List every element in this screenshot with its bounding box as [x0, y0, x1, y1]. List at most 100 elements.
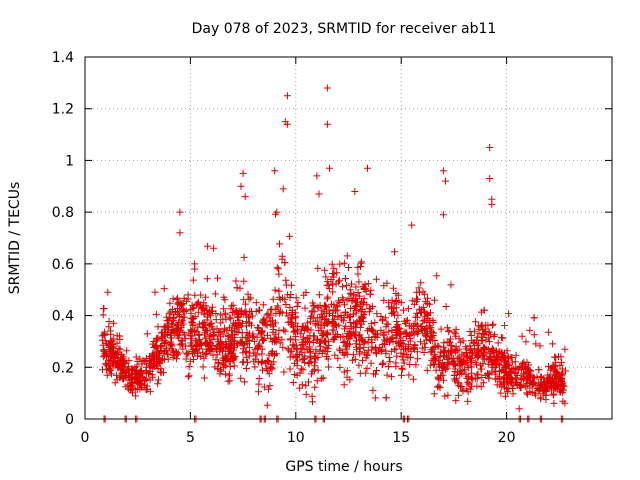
data-point: [400, 306, 407, 314]
data-point: [372, 331, 380, 339]
data-point: [173, 322, 181, 330]
data-point: [245, 295, 253, 303]
data-point: [437, 348, 445, 356]
data-point: [263, 321, 271, 329]
data-point: [264, 331, 271, 339]
data-point: [187, 339, 195, 347]
data-point: [495, 348, 503, 356]
data-point: [351, 355, 359, 363]
data-point: [184, 373, 192, 381]
data-point: [462, 370, 470, 378]
data-point: [467, 374, 475, 382]
data-point: [335, 321, 343, 329]
data-point: [241, 378, 249, 386]
data-point: [447, 281, 455, 289]
data-point: [297, 345, 305, 352]
data-point: [450, 357, 458, 365]
data-point: [466, 342, 474, 350]
data-point: [450, 372, 458, 379]
data-point: [99, 311, 107, 319]
data-point: [415, 305, 423, 313]
data-point: [556, 361, 564, 369]
data-point: [132, 353, 140, 361]
data-point: [341, 338, 349, 346]
data-point: [309, 367, 317, 375]
data-point: [554, 380, 562, 388]
data-point: [336, 364, 344, 371]
data-point: [271, 167, 279, 175]
data-point: [436, 353, 444, 361]
data-point: [559, 382, 567, 389]
data-point: [475, 348, 483, 356]
data-point: [342, 322, 350, 330]
data-point: [385, 299, 393, 307]
data-point: [260, 335, 268, 343]
data-point: [352, 332, 360, 340]
data-point: [115, 345, 123, 353]
data-point: [122, 383, 130, 391]
data-point: [480, 330, 488, 338]
data-point: [137, 367, 145, 375]
data-point: [119, 355, 127, 363]
data-point: [385, 328, 393, 336]
data-point: [307, 326, 315, 334]
data-point: [259, 366, 266, 374]
data-point: [211, 290, 219, 298]
data-point: [490, 346, 498, 354]
data-point: [108, 370, 115, 378]
x-tick-label: 20: [498, 430, 516, 446]
data-point: [532, 340, 540, 348]
data-point: [295, 351, 303, 358]
data-point: [488, 368, 496, 376]
data-point: [468, 375, 476, 383]
data-point: [463, 374, 471, 382]
y-tick-label: 0.2: [52, 360, 74, 376]
data-point: [533, 384, 541, 392]
data-point: [398, 353, 406, 361]
data-point: [305, 378, 312, 386]
data-point: [346, 319, 354, 326]
data-point: [475, 329, 483, 337]
data-point: [363, 350, 371, 358]
data-point: [410, 345, 418, 353]
data-point: [388, 335, 396, 342]
data-point: [417, 279, 425, 287]
data-point: [383, 279, 391, 287]
data-point: [474, 370, 482, 378]
data-point: [347, 324, 355, 332]
data-point: [369, 386, 377, 394]
data-point: [304, 360, 312, 368]
data-point: [464, 353, 471, 361]
data-point: [299, 355, 307, 363]
data-point: [351, 188, 359, 195]
data-point: [426, 322, 433, 330]
data-point: [213, 346, 220, 354]
data-point: [372, 275, 380, 283]
data-point: [548, 363, 556, 371]
data-point: [488, 200, 496, 208]
data-point: [398, 371, 405, 379]
data-point: [267, 311, 275, 319]
plot-frame: [84, 56, 613, 420]
data-point: [143, 330, 151, 338]
data-point: [258, 345, 266, 353]
data-point: [322, 343, 330, 351]
data-point: [433, 272, 441, 280]
data-point: [379, 316, 387, 324]
data-point: [530, 314, 538, 322]
data-point: [110, 319, 118, 327]
data-point: [326, 310, 334, 317]
data-point: [265, 370, 273, 378]
data-point: [307, 312, 315, 320]
data-point: [348, 280, 355, 288]
data-point: [251, 363, 259, 371]
data-point: [248, 308, 255, 316]
data-point: [477, 383, 485, 391]
data-point: [142, 357, 150, 365]
data-point: [299, 335, 307, 343]
data-point: [266, 382, 274, 390]
data-point: [391, 248, 398, 256]
data-point: [255, 306, 263, 314]
data-point: [428, 348, 436, 355]
data-point: [288, 306, 296, 314]
